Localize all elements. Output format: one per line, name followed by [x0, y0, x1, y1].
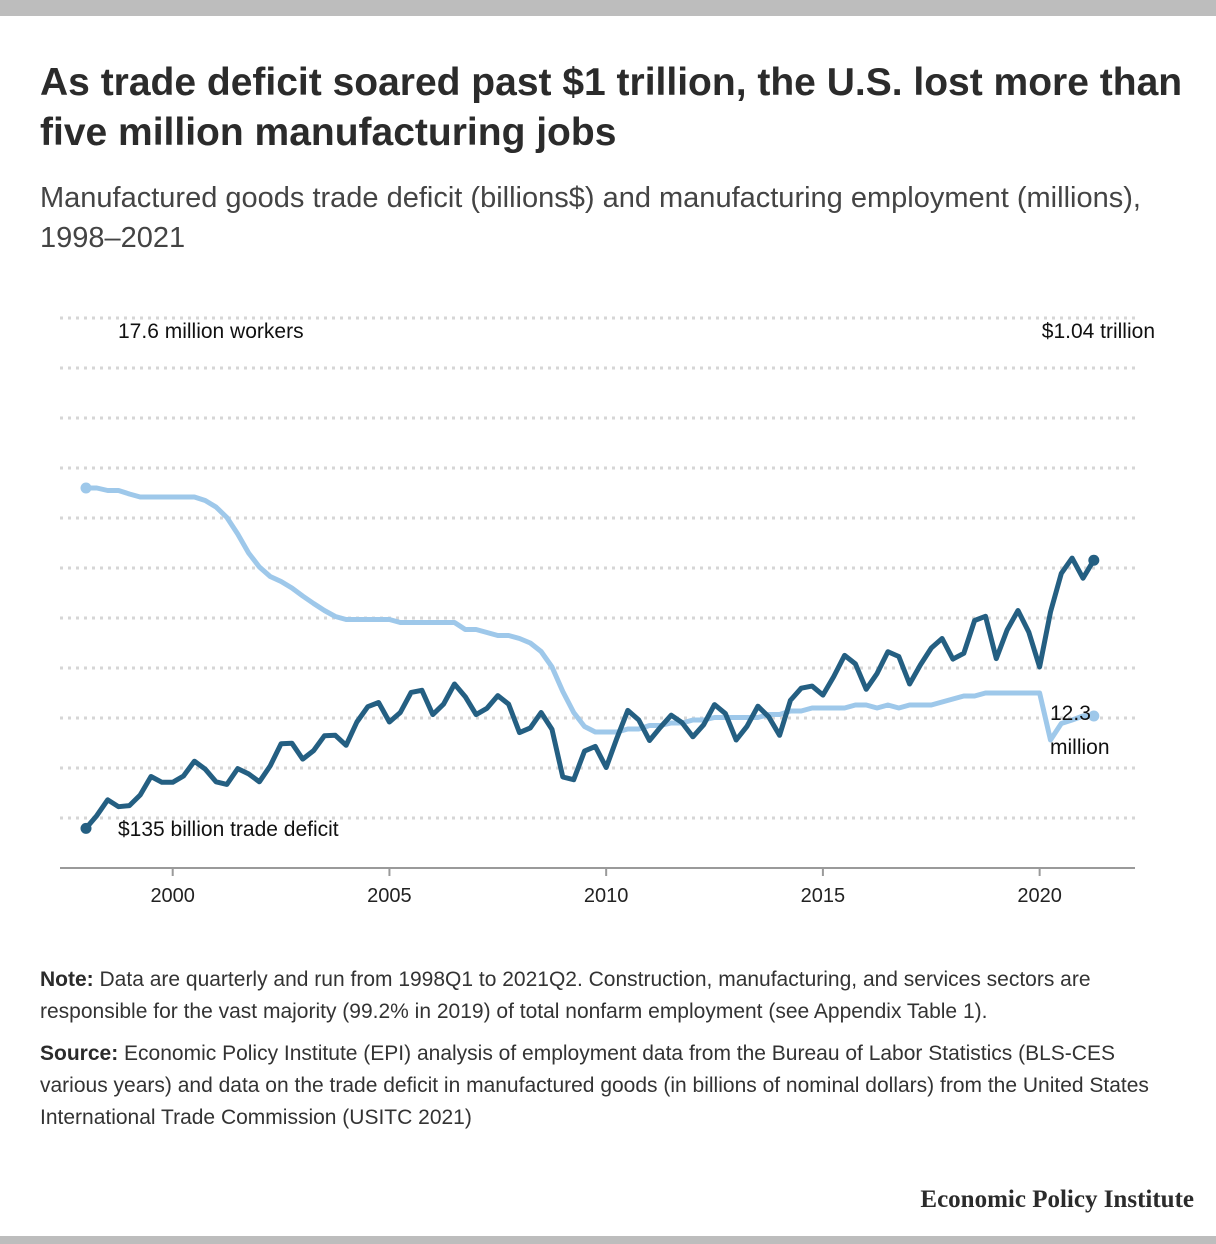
employment-start-label: 17.6 million workers	[118, 320, 304, 343]
chart-subtitle: Manufactured goods trade deficit (billio…	[40, 182, 1141, 254]
brand-logo-text: Economic Policy Institute	[920, 1186, 1194, 1213]
deficit-start-label: $135 billion trade deficit	[118, 818, 339, 841]
note-paragraph: Note: Data are quarterly and run from 19…	[40, 964, 1180, 1028]
note-text: Data are quarterly and run from 1998Q1 t…	[40, 968, 1091, 1023]
series-end-markers	[80, 482, 1100, 834]
chart-notes: Note: Data are quarterly and run from 19…	[40, 964, 1180, 1144]
x-tick-label: 2000	[150, 885, 195, 907]
x-axis-ticks: 2000 2005 2010 2015 2020	[150, 868, 1062, 907]
deficit-start-marker	[80, 822, 92, 834]
employment-start-marker	[80, 482, 92, 494]
x-tick-label: 2005	[367, 885, 412, 907]
line-chart: 2000 2005 2010 2015 2020 17.6 million worker…	[60, 316, 1155, 907]
x-tick-label: 2020	[1017, 885, 1062, 907]
chart-title: As trade deficit soared past $1 trillion…	[40, 61, 1183, 154]
gridlines	[60, 316, 1135, 820]
employment-end-label-line2: million	[1050, 736, 1110, 759]
bottom-border-bar	[0, 1236, 1216, 1244]
source-text: Economic Policy Institute (EPI) analysis…	[40, 1042, 1149, 1129]
top-border-bar	[0, 0, 1216, 16]
x-tick-label: 2010	[584, 885, 629, 907]
deficit-end-label: $1.04 trillion	[1042, 320, 1155, 343]
source-paragraph: Source: Economic Policy Institute (EPI) …	[40, 1038, 1180, 1134]
employment-end-marker	[1088, 710, 1100, 722]
source-label: Source:	[40, 1042, 119, 1065]
employment-end-label-line1: 12.3	[1050, 702, 1091, 725]
deficit-end-marker	[1088, 554, 1100, 566]
x-tick-label: 2015	[801, 885, 846, 907]
note-label: Note:	[40, 968, 94, 991]
deficit-series-line	[83, 555, 1097, 831]
employment-series-line	[83, 485, 1097, 743]
